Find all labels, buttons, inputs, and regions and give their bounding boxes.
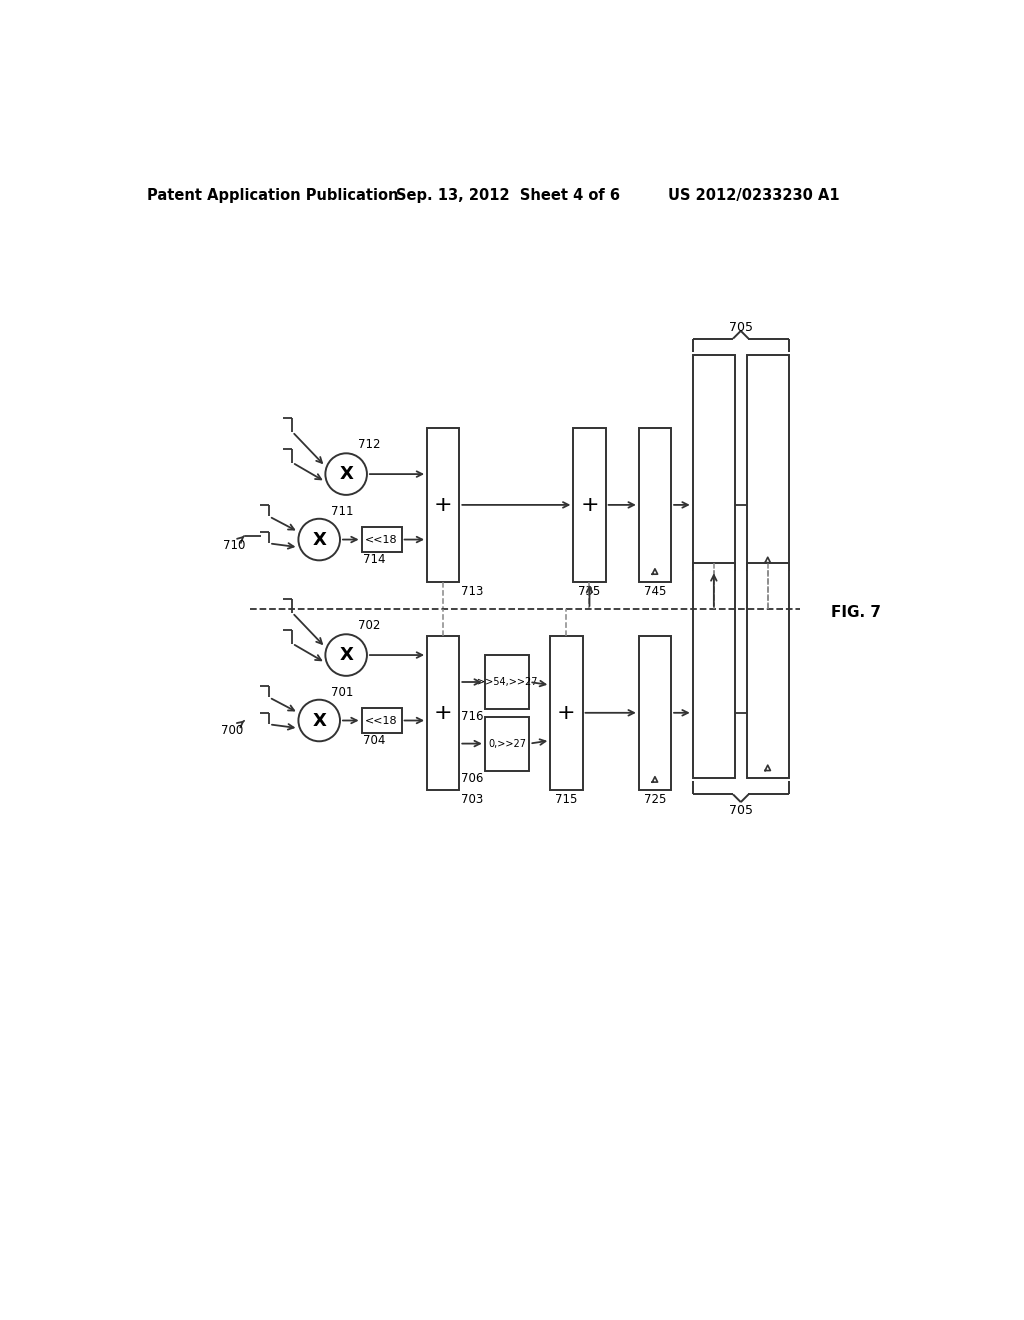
- Bar: [573, 428, 605, 582]
- Circle shape: [326, 635, 367, 676]
- Bar: [427, 636, 460, 789]
- Text: 701: 701: [331, 685, 353, 698]
- Bar: [550, 636, 583, 789]
- Text: 706: 706: [461, 772, 483, 785]
- Text: 735: 735: [579, 585, 601, 598]
- Circle shape: [326, 453, 367, 495]
- Text: +: +: [434, 702, 453, 723]
- Text: X: X: [339, 465, 353, 483]
- Text: 714: 714: [364, 553, 386, 566]
- Text: 715: 715: [555, 792, 578, 805]
- Text: X: X: [339, 645, 353, 664]
- Text: <<18: <<18: [366, 535, 398, 545]
- Text: 711: 711: [331, 504, 353, 517]
- Text: +: +: [557, 702, 575, 723]
- Bar: [484, 717, 529, 771]
- Text: <<18: <<18: [366, 715, 398, 726]
- Text: 712: 712: [357, 437, 380, 450]
- Bar: [746, 562, 788, 779]
- Bar: [484, 655, 529, 709]
- Bar: [692, 355, 735, 570]
- Text: Patent Application Publication: Patent Application Publication: [147, 187, 398, 203]
- Bar: [361, 708, 401, 733]
- Text: 700: 700: [221, 721, 244, 737]
- Text: 725: 725: [644, 792, 667, 805]
- Text: X: X: [312, 711, 327, 730]
- Circle shape: [298, 519, 340, 561]
- Bar: [639, 428, 671, 582]
- Text: >>54,>>27: >>54,>>27: [477, 677, 538, 686]
- Text: 745: 745: [644, 585, 667, 598]
- Bar: [692, 562, 735, 779]
- Text: 0,>>27: 0,>>27: [488, 739, 526, 748]
- Text: 704: 704: [364, 734, 385, 747]
- Text: 703: 703: [461, 792, 483, 805]
- Text: FIG. 7: FIG. 7: [831, 605, 882, 620]
- Bar: [639, 636, 671, 789]
- Text: 702: 702: [357, 619, 380, 631]
- Text: +: +: [434, 495, 453, 515]
- Text: Sep. 13, 2012  Sheet 4 of 6: Sep. 13, 2012 Sheet 4 of 6: [396, 187, 620, 203]
- Bar: [746, 355, 788, 570]
- Text: US 2012/0233230 A1: US 2012/0233230 A1: [669, 187, 840, 203]
- Text: +: +: [581, 495, 599, 515]
- Text: 705: 705: [729, 321, 753, 334]
- Text: X: X: [312, 531, 327, 549]
- Text: 713: 713: [461, 585, 483, 598]
- Text: 716: 716: [461, 710, 483, 723]
- Text: 705: 705: [729, 804, 753, 817]
- Text: 710: 710: [223, 536, 246, 552]
- Circle shape: [298, 700, 340, 742]
- Bar: [427, 428, 460, 582]
- Bar: [361, 527, 401, 552]
